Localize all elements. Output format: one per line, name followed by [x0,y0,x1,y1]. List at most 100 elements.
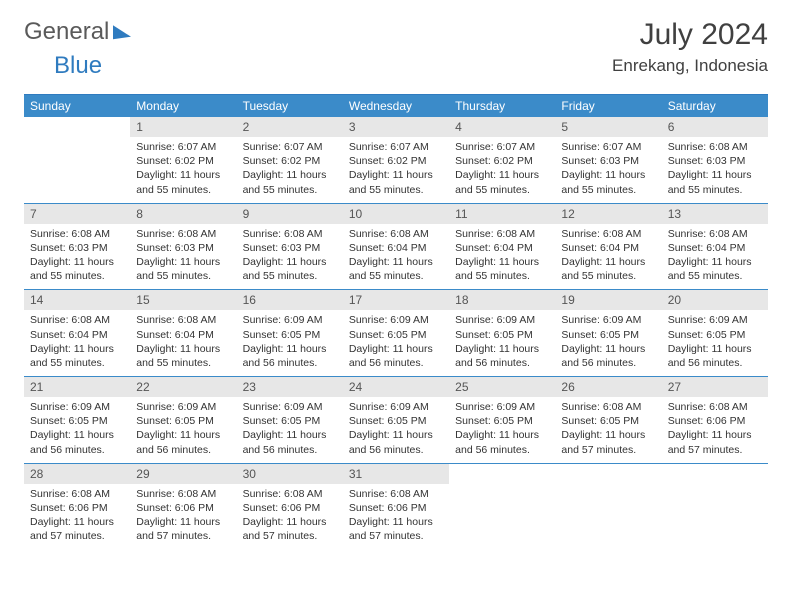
day-number: 27 [662,377,768,397]
day-cell: 5Sunrise: 6:07 AMSunset: 6:03 PMDaylight… [555,117,661,203]
title-block: July 2024 Enrekang, Indonesia [612,18,768,76]
day-detail: Sunrise: 6:09 AMSunset: 6:05 PMDaylight:… [343,397,449,457]
day-cell: 8Sunrise: 6:08 AMSunset: 6:03 PMDaylight… [130,203,236,290]
day-cell: 17Sunrise: 6:09 AMSunset: 6:05 PMDayligh… [343,289,449,376]
day-number: 21 [24,377,130,397]
day-detail: Sunrise: 6:09 AMSunset: 6:05 PMDaylight:… [555,310,661,370]
day-number: 28 [24,464,130,484]
day-detail: Sunrise: 6:09 AMSunset: 6:05 PMDaylight:… [343,310,449,370]
day-detail: Sunrise: 6:08 AMSunset: 6:06 PMDaylight:… [662,397,768,457]
day-detail: Sunrise: 6:07 AMSunset: 6:03 PMDaylight:… [555,137,661,197]
day-detail: Sunrise: 6:07 AMSunset: 6:02 PMDaylight:… [237,137,343,197]
day-number: 7 [24,204,130,224]
logo-triangle-icon [113,23,131,40]
day-detail: Sunrise: 6:09 AMSunset: 6:05 PMDaylight:… [449,310,555,370]
day-number: 10 [343,204,449,224]
day-cell: 27Sunrise: 6:08 AMSunset: 6:06 PMDayligh… [662,376,768,463]
day-cell: 22Sunrise: 6:09 AMSunset: 6:05 PMDayligh… [130,376,236,463]
day-header: Thursday [449,95,555,117]
day-cell: 19Sunrise: 6:09 AMSunset: 6:05 PMDayligh… [555,289,661,376]
day-header: Wednesday [343,95,449,117]
day-header: Monday [130,95,236,117]
day-detail: Sunrise: 6:07 AMSunset: 6:02 PMDaylight:… [343,137,449,197]
day-number: 13 [662,204,768,224]
logo: General [24,18,133,46]
day-cell: 6Sunrise: 6:08 AMSunset: 6:03 PMDaylight… [662,117,768,203]
day-detail: Sunrise: 6:08 AMSunset: 6:06 PMDaylight:… [343,484,449,544]
day-number: 17 [343,290,449,310]
day-cell: 12Sunrise: 6:08 AMSunset: 6:04 PMDayligh… [555,203,661,290]
day-detail: Sunrise: 6:08 AMSunset: 6:04 PMDaylight:… [343,224,449,284]
empty-cell [449,463,555,550]
day-detail: Sunrise: 6:08 AMSunset: 6:03 PMDaylight:… [662,137,768,197]
day-cell: 28Sunrise: 6:08 AMSunset: 6:06 PMDayligh… [24,463,130,550]
day-detail: Sunrise: 6:08 AMSunset: 6:04 PMDaylight:… [449,224,555,284]
day-cell: 23Sunrise: 6:09 AMSunset: 6:05 PMDayligh… [237,376,343,463]
day-number: 19 [555,290,661,310]
day-cell: 3Sunrise: 6:07 AMSunset: 6:02 PMDaylight… [343,117,449,203]
day-number: 15 [130,290,236,310]
day-number: 20 [662,290,768,310]
day-detail: Sunrise: 6:08 AMSunset: 6:03 PMDaylight:… [237,224,343,284]
empty-cell [555,463,661,550]
day-cell: 9Sunrise: 6:08 AMSunset: 6:03 PMDaylight… [237,203,343,290]
day-detail: Sunrise: 6:08 AMSunset: 6:05 PMDaylight:… [555,397,661,457]
day-detail: Sunrise: 6:08 AMSunset: 6:06 PMDaylight:… [24,484,130,544]
day-number: 5 [555,117,661,137]
day-header: Tuesday [237,95,343,117]
day-number: 3 [343,117,449,137]
day-number: 23 [237,377,343,397]
day-number: 18 [449,290,555,310]
day-detail: Sunrise: 6:08 AMSunset: 6:04 PMDaylight:… [555,224,661,284]
day-detail: Sunrise: 6:08 AMSunset: 6:03 PMDaylight:… [24,224,130,284]
day-number: 4 [449,117,555,137]
day-number: 9 [237,204,343,224]
day-detail: Sunrise: 6:09 AMSunset: 6:05 PMDaylight:… [237,397,343,457]
day-number: 31 [343,464,449,484]
day-cell: 25Sunrise: 6:09 AMSunset: 6:05 PMDayligh… [449,376,555,463]
day-cell: 21Sunrise: 6:09 AMSunset: 6:05 PMDayligh… [24,376,130,463]
day-cell: 26Sunrise: 6:08 AMSunset: 6:05 PMDayligh… [555,376,661,463]
day-header: Saturday [662,95,768,117]
location-label: Enrekang, Indonesia [612,56,768,76]
day-cell: 11Sunrise: 6:08 AMSunset: 6:04 PMDayligh… [449,203,555,290]
empty-cell [24,117,130,203]
day-number: 12 [555,204,661,224]
day-cell: 31Sunrise: 6:08 AMSunset: 6:06 PMDayligh… [343,463,449,550]
day-detail: Sunrise: 6:08 AMSunset: 6:06 PMDaylight:… [130,484,236,544]
day-number: 29 [130,464,236,484]
day-number: 25 [449,377,555,397]
day-number: 14 [24,290,130,310]
empty-cell [662,463,768,550]
day-number: 6 [662,117,768,137]
day-cell: 10Sunrise: 6:08 AMSunset: 6:04 PMDayligh… [343,203,449,290]
day-detail: Sunrise: 6:09 AMSunset: 6:05 PMDaylight:… [662,310,768,370]
day-detail: Sunrise: 6:08 AMSunset: 6:04 PMDaylight:… [662,224,768,284]
day-number: 8 [130,204,236,224]
day-detail: Sunrise: 6:07 AMSunset: 6:02 PMDaylight:… [449,137,555,197]
day-cell: 30Sunrise: 6:08 AMSunset: 6:06 PMDayligh… [237,463,343,550]
day-cell: 14Sunrise: 6:08 AMSunset: 6:04 PMDayligh… [24,289,130,376]
day-detail: Sunrise: 6:08 AMSunset: 6:03 PMDaylight:… [130,224,236,284]
day-cell: 18Sunrise: 6:09 AMSunset: 6:05 PMDayligh… [449,289,555,376]
day-cell: 24Sunrise: 6:09 AMSunset: 6:05 PMDayligh… [343,376,449,463]
day-cell: 1Sunrise: 6:07 AMSunset: 6:02 PMDaylight… [130,117,236,203]
day-cell: 2Sunrise: 6:07 AMSunset: 6:02 PMDaylight… [237,117,343,203]
logo-text-1: General [24,18,109,46]
day-header: Friday [555,95,661,117]
day-cell: 16Sunrise: 6:09 AMSunset: 6:05 PMDayligh… [237,289,343,376]
day-number: 1 [130,117,236,137]
day-number: 24 [343,377,449,397]
day-cell: 29Sunrise: 6:08 AMSunset: 6:06 PMDayligh… [130,463,236,550]
day-number: 30 [237,464,343,484]
day-cell: 20Sunrise: 6:09 AMSunset: 6:05 PMDayligh… [662,289,768,376]
day-detail: Sunrise: 6:08 AMSunset: 6:06 PMDaylight:… [237,484,343,544]
day-number: 22 [130,377,236,397]
day-detail: Sunrise: 6:08 AMSunset: 6:04 PMDaylight:… [24,310,130,370]
day-detail: Sunrise: 6:07 AMSunset: 6:02 PMDaylight:… [130,137,236,197]
day-cell: 13Sunrise: 6:08 AMSunset: 6:04 PMDayligh… [662,203,768,290]
day-number: 16 [237,290,343,310]
day-number: 2 [237,117,343,137]
calendar-grid: SundayMondayTuesdayWednesdayThursdayFrid… [24,94,768,549]
day-detail: Sunrise: 6:09 AMSunset: 6:05 PMDaylight:… [237,310,343,370]
